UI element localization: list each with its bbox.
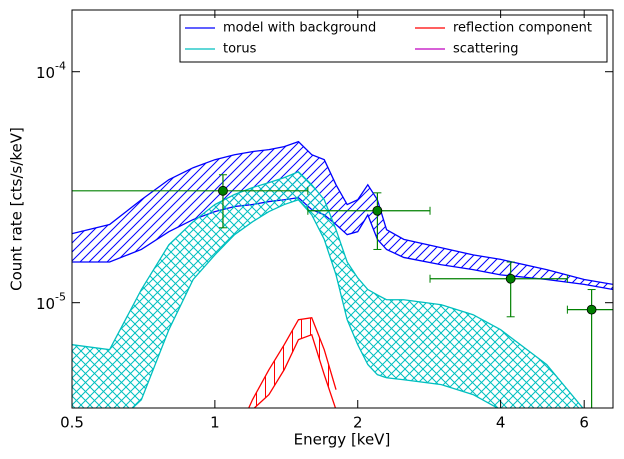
band-edge	[253, 333, 337, 408]
band-edge	[131, 199, 499, 408]
x-axis-label: Energy [keV]	[294, 431, 391, 449]
plot-content	[72, 140, 613, 408]
x-tick-label: 1	[210, 414, 220, 432]
legend-label: model with background	[223, 21, 376, 36]
data-point	[218, 185, 228, 196]
band-fill	[72, 141, 613, 290]
legend-box	[179, 14, 608, 63]
band-edge	[72, 140, 613, 286]
band-fill	[248, 317, 337, 408]
data-point	[505, 273, 516, 284]
data-point	[372, 205, 383, 216]
legend-label: scattering	[453, 42, 519, 57]
data-point	[586, 304, 597, 315]
x-tick-label: 6	[579, 414, 589, 432]
band-edge	[248, 316, 337, 408]
x-tick-label: 4	[496, 414, 506, 432]
band-fill	[72, 171, 583, 408]
legend-label: torus	[223, 42, 257, 57]
y-tick-label: 10-5	[36, 291, 66, 314]
x-tick-label: 0.5	[60, 414, 84, 432]
legend-label: reflection component	[453, 21, 592, 36]
band-edge	[72, 170, 584, 408]
plot-frame	[71, 9, 614, 409]
x-tick-label: 2	[353, 414, 363, 432]
y-tick-label: 10-4	[36, 60, 66, 83]
y-axis-label: Count rate [cts/s/keV]	[8, 127, 26, 291]
